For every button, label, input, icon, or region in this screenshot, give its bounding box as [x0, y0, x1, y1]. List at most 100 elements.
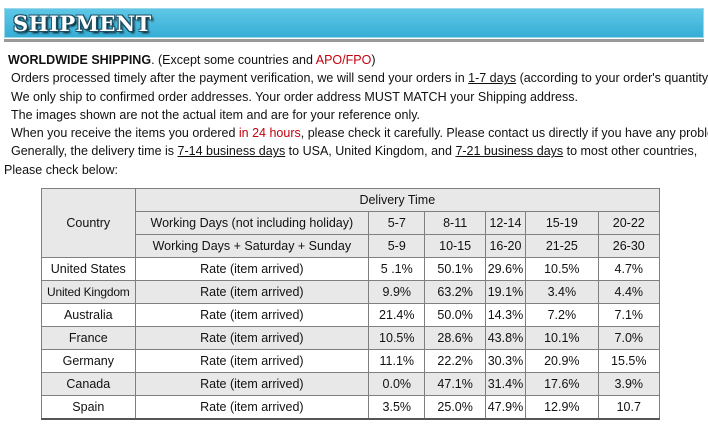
- weekend-days-cell: 21-25: [525, 234, 599, 258]
- rate-value-cell: 3.9%: [597, 372, 661, 396]
- worldwide-note: . (Except some countries and: [151, 53, 316, 67]
- rate-value-cell: 4.7%: [597, 257, 661, 281]
- rate-value-cell: 21.4%: [368, 303, 426, 327]
- delivery-text-end: to most other countries,: [563, 144, 698, 159]
- rate-value-cell: 12.9%: [525, 395, 599, 420]
- processing-text: Orders processed timely after the paymen…: [11, 71, 469, 86]
- rate-value-cell: 7.0%: [597, 326, 661, 350]
- rate-value-cell: 31.4%: [484, 372, 527, 396]
- rate-value-cell: 10.1%: [525, 326, 599, 350]
- rate-label-cell: Rate (item arrived): [134, 326, 370, 350]
- info-line-check: Please check below:: [4, 162, 118, 177]
- info-line-processing: Orders processed timely after the paymen…: [8, 69, 708, 87]
- country-cell: United Kingdom: [41, 280, 136, 304]
- rate-value-cell: 3.5%: [368, 395, 426, 420]
- delivery-time-table: Country Delivery Time Working Days (not …: [41, 188, 661, 420]
- info-line-images: The images shown are not the actual item…: [11, 107, 421, 122]
- country-cell: Australia: [41, 303, 136, 327]
- rate-value-cell: 10.5%: [368, 326, 426, 350]
- rate-value-cell: 5 .1%: [368, 257, 426, 281]
- rate-value-cell: 11.1%: [368, 349, 426, 373]
- rate-value-cell: 3.4%: [525, 280, 599, 304]
- receive-text-end: , please check it carefully. Please cont…: [300, 126, 708, 141]
- rate-value-cell: 63.2%: [424, 280, 486, 304]
- rate-label-cell: Rate (item arrived): [134, 372, 370, 396]
- rate-value-cell: 10.5%: [525, 257, 599, 281]
- working-days-label: Working Days (not including holiday): [134, 211, 370, 235]
- rate-value-cell: 19.1%: [484, 280, 527, 304]
- working-days-cell: 12-14: [484, 211, 527, 235]
- rate-value-cell: 28.6%: [424, 326, 486, 350]
- delivery-text: Generally, the delivery time is: [11, 144, 178, 159]
- rate-label-cell: Rate (item arrived): [134, 303, 370, 327]
- table-row: France Rate (item arrived) 10.5% 28.6% 4…: [41, 326, 661, 350]
- weekend-days-cell: 10-15: [424, 234, 486, 258]
- section-banner: SHIPMENT: [4, 8, 704, 38]
- table-row: United States Rate (item arrived) 5 .1% …: [41, 257, 661, 281]
- rate-value-cell: 14.3%: [484, 303, 527, 327]
- processing-days: 1-7 days: [468, 71, 517, 86]
- rate-value-cell: 43.8%: [484, 326, 527, 350]
- rate-value-cell: 50.0%: [424, 303, 486, 327]
- country-cell: Germany: [41, 349, 136, 373]
- section-title: SHIPMENT: [13, 11, 152, 36]
- receive-text: When you receive the items you ordered: [11, 126, 239, 141]
- rate-label-cell: Rate (item arrived): [134, 349, 370, 373]
- rate-value-cell: 20.9%: [525, 349, 599, 373]
- table-header-row: Country Delivery Time: [41, 188, 661, 258]
- working-days-cell: 8-11: [424, 211, 486, 235]
- shipping-info: WORLDWIDE SHIPPING. (Except some countri…: [4, 51, 708, 179]
- rate-value-cell: 7.2%: [525, 303, 599, 327]
- weekend-days-row: Working Days + Saturday + Sunday 5-9 10-…: [42, 234, 661, 258]
- rate-label-cell: Rate (item arrived): [134, 257, 370, 281]
- weekend-days-cell: 26-30: [597, 234, 661, 258]
- worldwide-heading: WORLDWIDE SHIPPING: [8, 53, 152, 67]
- delivery-days-other: 7-21 business days: [455, 144, 564, 159]
- rate-value-cell: 30.3%: [484, 349, 527, 373]
- worldwide-note-end: ): [371, 53, 376, 67]
- info-line-delivery: Generally, the delivery time is 7-14 bus…: [8, 142, 708, 160]
- working-days-cell: 15-19: [525, 211, 599, 235]
- table-row: Australia Rate (item arrived) 21.4% 50.0…: [41, 303, 661, 327]
- rate-label-cell: Rate (item arrived): [134, 395, 370, 420]
- rate-value-cell: 7.1%: [597, 303, 661, 327]
- info-line-receive: When you receive the items you ordered i…: [8, 124, 708, 142]
- weekend-days-cell: 16-20: [484, 234, 527, 258]
- working-days-cell: 5-7: [368, 211, 426, 235]
- delivery-time-header: Delivery Time: [134, 188, 661, 212]
- weekend-days-cell: 5-9: [368, 234, 426, 258]
- working-days-cell: 20-22: [597, 211, 661, 235]
- info-line-worldwide: WORLDWIDE SHIPPING. (Except some countri…: [8, 51, 708, 69]
- country-cell: Canada: [41, 372, 136, 396]
- rate-value-cell: 0.0%: [368, 372, 426, 396]
- rate-value-cell: 29.6%: [484, 257, 527, 281]
- country-header: Country: [41, 188, 136, 258]
- delivery-text-mid: to USA, United Kingdom, and: [285, 144, 456, 159]
- rate-value-cell: 25.0%: [424, 395, 486, 420]
- table-row: United Kingdom Rate (item arrived) 9.9% …: [41, 280, 661, 304]
- rate-value-cell: 4.4%: [597, 280, 661, 304]
- weekend-days-label: Working Days + Saturday + Sunday: [134, 234, 370, 258]
- receive-deadline: in 24 hours: [238, 126, 301, 141]
- rate-value-cell: 47.9%: [484, 395, 527, 420]
- table-row: Germany Rate (item arrived) 11.1% 22.2% …: [41, 349, 661, 373]
- table-row: Spain Rate (item arrived) 3.5% 25.0% 47.…: [41, 395, 661, 420]
- processing-text-end: (according to your order's quantity).: [516, 71, 708, 86]
- country-cell: France: [41, 326, 136, 350]
- delivery-days-us-uk: 7-14 business days: [177, 144, 286, 159]
- country-cell: Spain: [41, 395, 136, 420]
- country-cell: United States: [41, 257, 136, 281]
- working-days-row: Working Days (not including holiday) 5-7…: [42, 211, 661, 235]
- apo-fpo-text: APO/FPO: [315, 53, 372, 67]
- info-line-address: We only ship to confirmed order addresse…: [11, 89, 578, 104]
- rate-value-cell: 17.6%: [525, 372, 599, 396]
- rate-label-cell: Rate (item arrived): [134, 280, 370, 304]
- rate-value-cell: 15.5%: [597, 349, 661, 373]
- rate-value-cell: 47.1%: [424, 372, 486, 396]
- rate-value-cell: 22.2%: [424, 349, 486, 373]
- rate-value-cell: 50.1%: [424, 257, 486, 281]
- banner-divider: [4, 39, 704, 42]
- table-row: Canada Rate (item arrived) 0.0% 47.1% 31…: [41, 372, 661, 396]
- rate-value-cell: 9.9%: [368, 280, 426, 304]
- rate-value-cell: 10.7: [597, 395, 661, 420]
